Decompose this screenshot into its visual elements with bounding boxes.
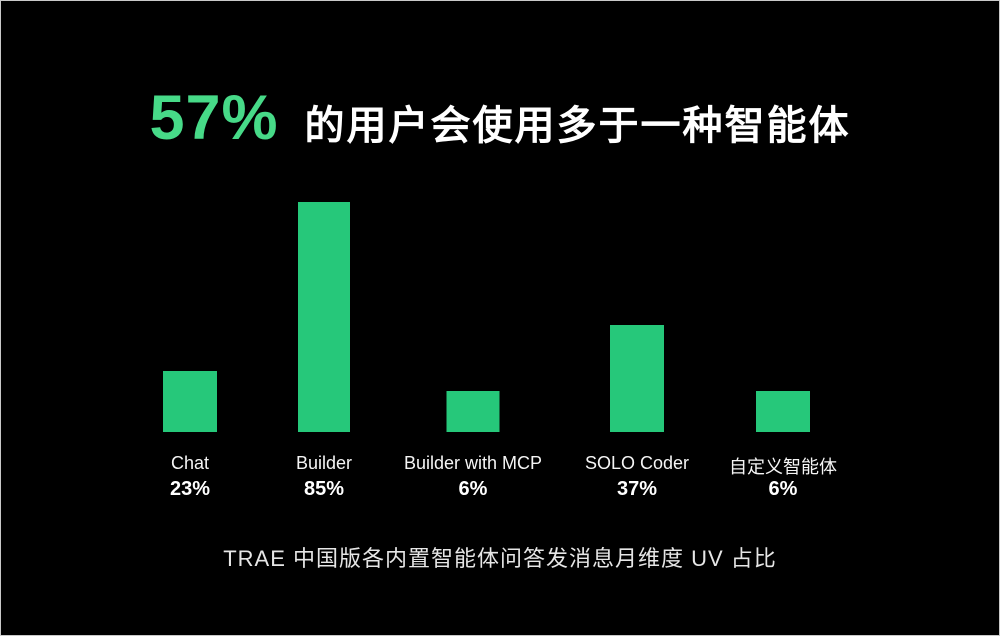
bar-group: 自定义智能体 6%: [693, 1, 873, 635]
bar-value-label: 37%: [616, 478, 658, 500]
bar-category-label: Builder with MCP: [403, 453, 543, 473]
bar-category-label: Builder: [295, 453, 353, 473]
bar-group: Builder 85%: [234, 1, 414, 635]
bar-category-label: SOLO Coder: [584, 453, 690, 473]
bar: [756, 391, 810, 432]
bar-value-label: 6%: [458, 478, 488, 500]
bar-value-label: 85%: [303, 478, 345, 500]
bar-value-label: 23%: [169, 478, 211, 500]
bar: [163, 371, 217, 432]
bar: [298, 202, 350, 432]
bar-group: Chat 23%: [100, 1, 280, 635]
chart-title: 57% 的用户会使用多于一种智能体: [1, 87, 999, 150]
title-highlight-percentage: 57%: [149, 83, 279, 153]
chart-caption: TRAE 中国版各内置智能体问答发消息月维度 UV 占比: [223, 546, 777, 571]
bar-value-label: 6%: [768, 478, 798, 500]
bar: [446, 391, 500, 432]
bar-group: Builder with MCP 6%: [383, 1, 563, 635]
bar-category-label: Chat: [170, 453, 210, 473]
title-text: 的用户会使用多于一种智能体: [304, 104, 851, 148]
bar-category-label: 自定义智能体: [729, 457, 837, 477]
bar-group: SOLO Coder 37%: [547, 1, 727, 635]
bar: [610, 325, 664, 432]
